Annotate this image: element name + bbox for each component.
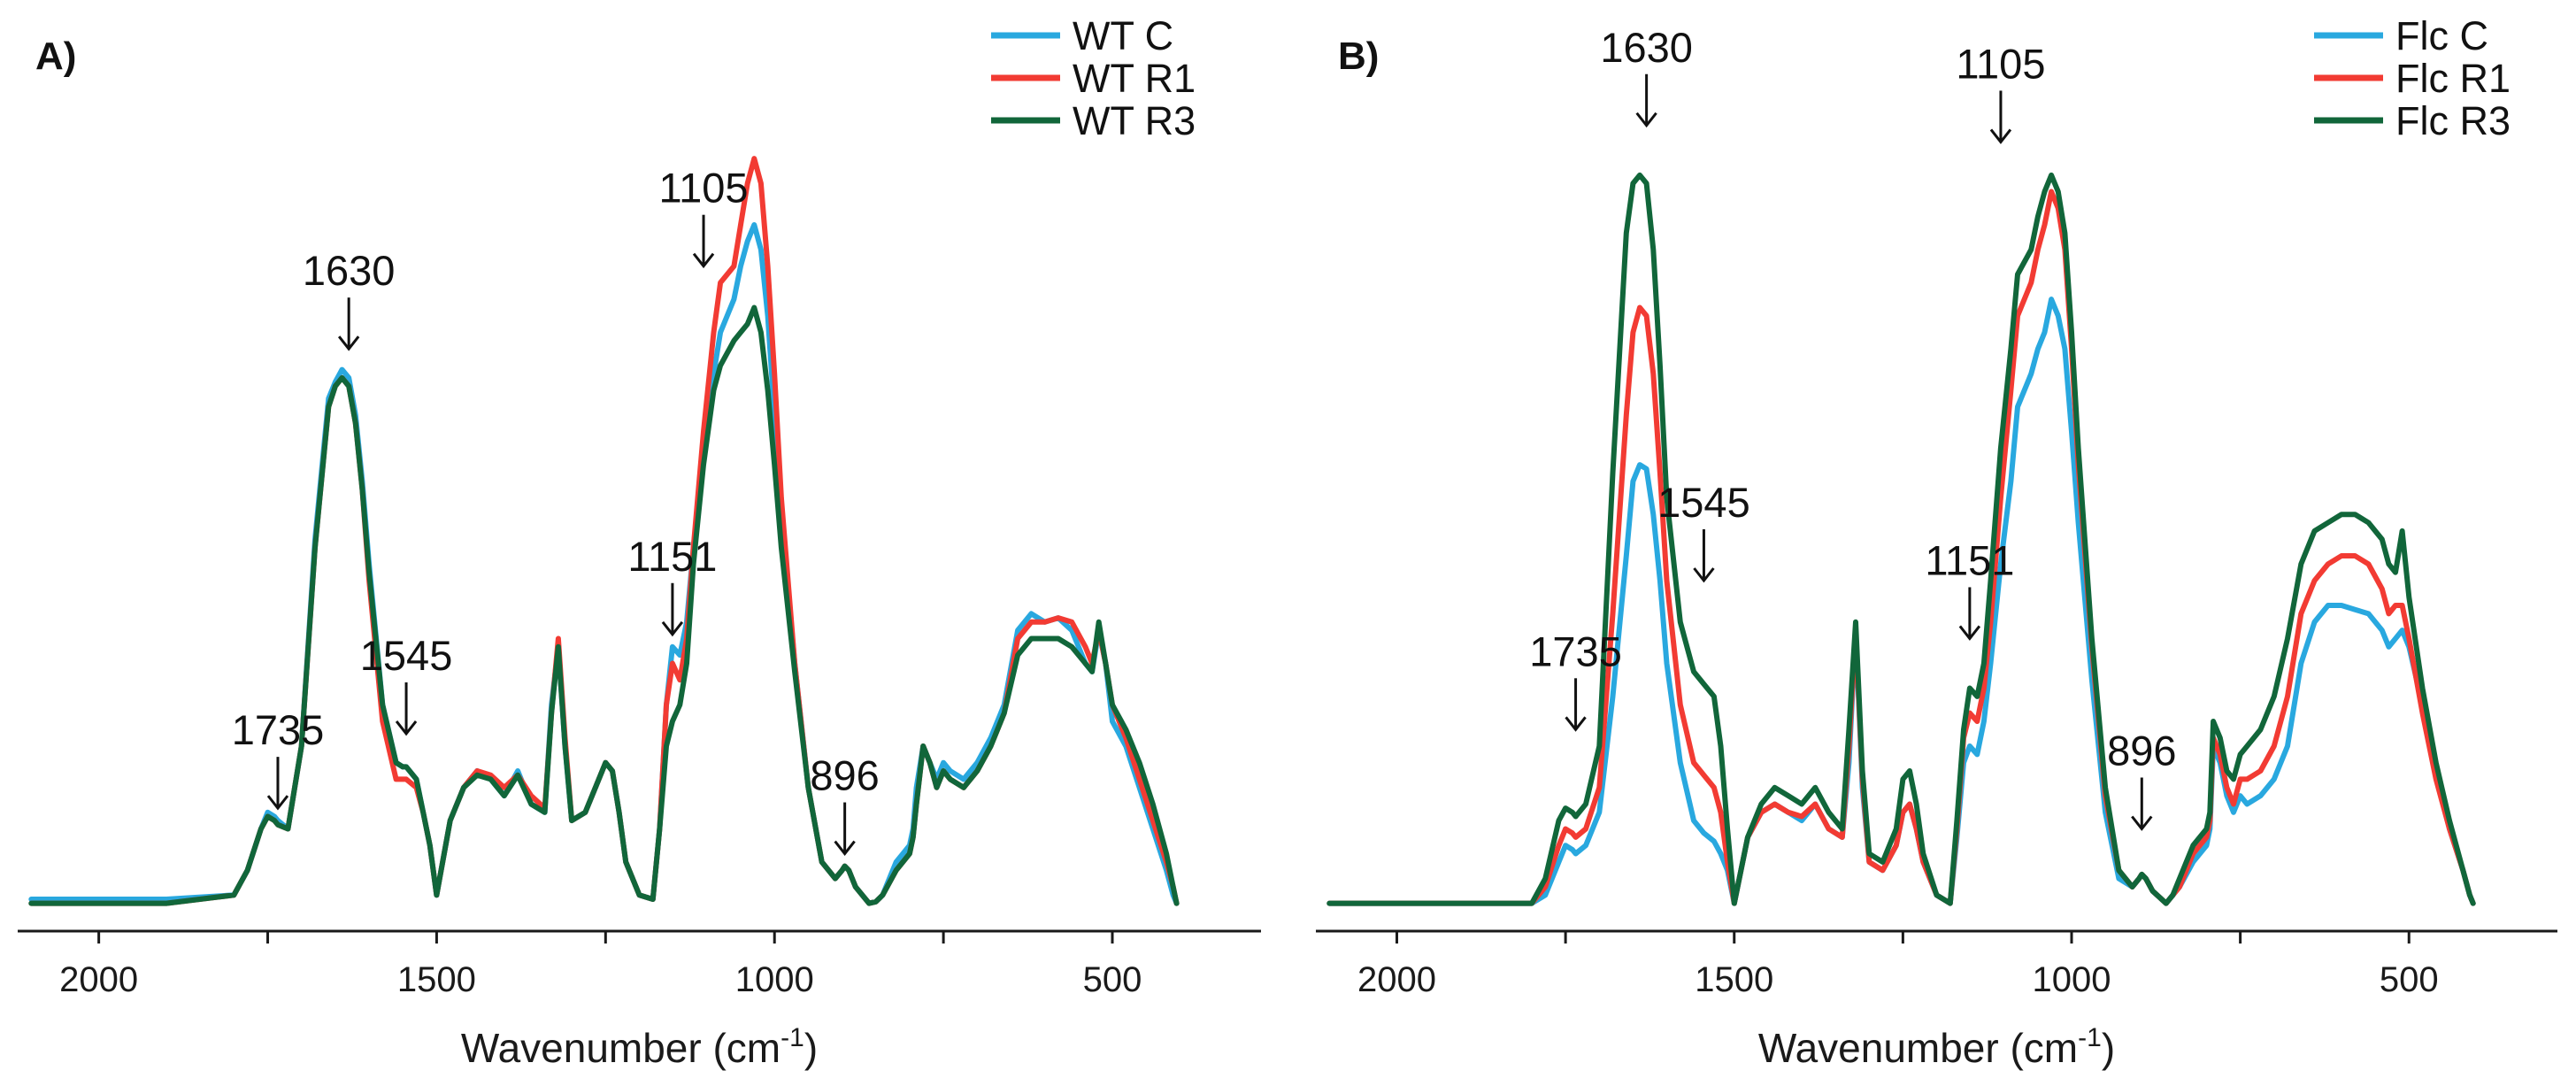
peak-label-1630: 1630 xyxy=(1600,24,1693,71)
peak-arrowhead-1630 xyxy=(1635,112,1657,128)
legend-label-wt-c: WT C xyxy=(1073,13,1173,58)
x-tick-label-2000: 2000 xyxy=(59,960,138,999)
series-line-flc-c xyxy=(1326,297,2476,906)
x-axis-title: Wavenumber (cm-1) xyxy=(1758,1023,2115,1071)
peak-arrowhead-1105 xyxy=(692,252,715,269)
series-line-wt-c xyxy=(28,222,1180,906)
x-tick-label-1000: 1000 xyxy=(735,960,814,999)
peak-label-1545: 1545 xyxy=(1657,479,1750,526)
peak-label-1151: 1151 xyxy=(627,533,717,580)
peak-arrowhead-1735 xyxy=(266,795,289,811)
x-tick-label-1000: 1000 xyxy=(2033,960,2111,999)
peak-arrowhead-1105 xyxy=(1989,128,2012,144)
x-axis-title-superscript: -1 xyxy=(2078,1023,2102,1052)
peak-arrowhead-896 xyxy=(834,840,856,856)
panel-b: B) 2000 1500 1000 500 Wavenumber (cm-1) 1735 15… xyxy=(1316,13,2557,1071)
legend-label-flc-c: Flc C xyxy=(2395,13,2488,58)
series-line-wt-r1 xyxy=(28,156,1180,906)
peak-arrowhead-896 xyxy=(2131,815,2153,831)
peak-label-896: 896 xyxy=(810,752,879,799)
panel-label-b: B) xyxy=(1338,35,1379,78)
peak-arrowhead-1630 xyxy=(337,335,360,351)
peak-label-1151: 1151 xyxy=(1925,536,2014,583)
panel-label-a: A) xyxy=(35,35,76,78)
x-axis-title-close: ) xyxy=(804,1025,818,1071)
x-axis-title-close: ) xyxy=(2102,1025,2115,1071)
peak-arrowhead-1151 xyxy=(661,620,684,637)
series-line-wt-r3 xyxy=(28,304,1180,906)
x-axis-title: Wavenumber (cm-1) xyxy=(461,1023,818,1071)
legend-label-flc-r3: Flc R3 xyxy=(2395,98,2511,143)
peak-arrowhead-1545 xyxy=(1693,567,1715,583)
peak-arrowhead-1545 xyxy=(395,720,418,736)
x-axis-title-main: Wavenumber (cm xyxy=(1758,1025,2078,1071)
peak-label-1105: 1105 xyxy=(1956,40,2045,87)
legend-label-flc-r1: Flc R1 xyxy=(2395,56,2511,101)
peak-label-1630: 1630 xyxy=(303,247,396,294)
series-line-flc-r1 xyxy=(1326,189,2476,906)
legend-label-wt-r3: WT R3 xyxy=(1073,98,1196,143)
series-line-flc-r3 xyxy=(1326,172,2476,906)
x-axis-title-superscript: -1 xyxy=(780,1023,804,1052)
x-axis-title-main: Wavenumber (cm xyxy=(461,1025,780,1071)
peak-label-1545: 1545 xyxy=(360,632,453,679)
x-tick-label-500: 500 xyxy=(1083,960,1142,999)
legend-label-wt-r1: WT R1 xyxy=(1073,56,1196,101)
peak-label-1735: 1735 xyxy=(1529,628,1622,674)
x-tick-label-1500: 1500 xyxy=(397,960,476,999)
peak-label-1105: 1105 xyxy=(659,165,749,212)
peak-label-896: 896 xyxy=(2107,728,2176,774)
x-tick-label-2000: 2000 xyxy=(1357,960,1436,999)
x-tick-label-500: 500 xyxy=(2380,960,2439,999)
peak-arrowhead-1735 xyxy=(1565,716,1587,732)
peak-label-1735: 1735 xyxy=(232,706,325,753)
panel-a: A) 2000 1500 1000 500 Wavenumber (cm-1) 1735 15… xyxy=(18,13,1261,1071)
peak-arrowhead-1151 xyxy=(1958,625,1981,641)
x-tick-label-1500: 1500 xyxy=(1695,960,1773,999)
